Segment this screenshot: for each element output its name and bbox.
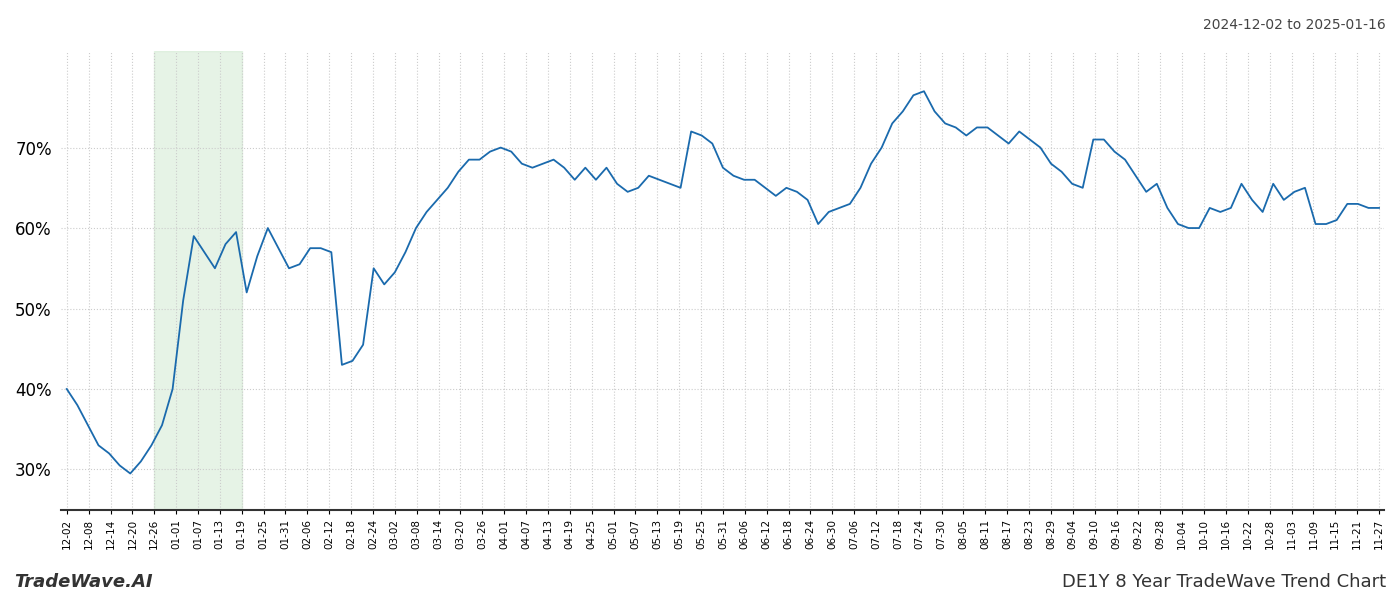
Text: TradeWave.AI: TradeWave.AI (14, 573, 153, 591)
Text: DE1Y 8 Year TradeWave Trend Chart: DE1Y 8 Year TradeWave Trend Chart (1061, 573, 1386, 591)
Text: 2024-12-02 to 2025-01-16: 2024-12-02 to 2025-01-16 (1203, 18, 1386, 32)
Bar (154, 51, 242, 510)
